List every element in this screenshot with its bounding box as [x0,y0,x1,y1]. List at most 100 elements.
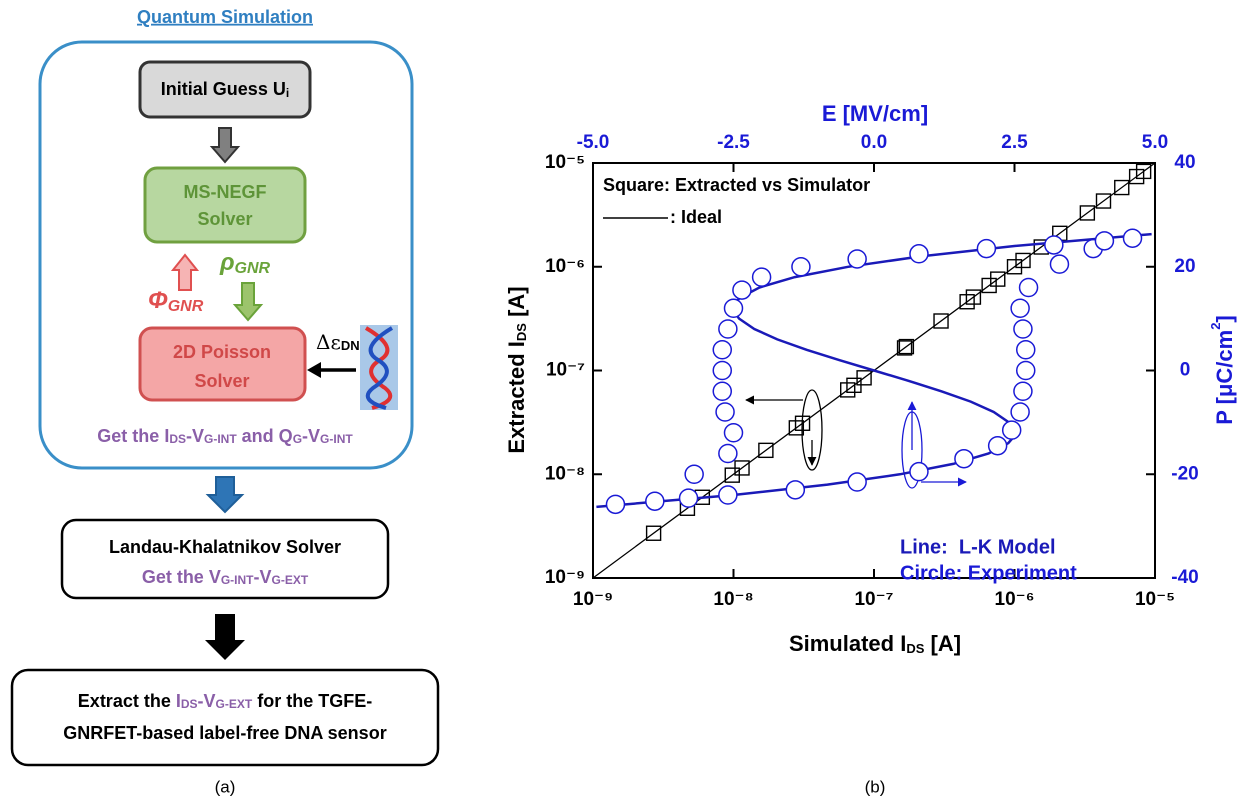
text-part: -V [302,426,320,446]
circle-marker [1094,231,1115,251]
square-marker [1114,179,1130,196]
circle-marker [1015,360,1036,381]
text-part: [A] [504,286,529,323]
arrow [170,253,200,291]
circle-marker [1015,340,1036,360]
x-tick-label: 10⁻⁷ [854,589,893,610]
circle-marker [987,435,1008,456]
x2-tick-label: 0.0 [861,132,887,153]
poisson-label: 2D Poisson [173,342,271,362]
arrow [232,282,264,322]
y2-tick-label: 40 [1174,152,1195,173]
square-marker [794,415,811,431]
circle-marker [605,494,626,515]
x2-tick-label: 2.5 [1001,132,1028,153]
text-sub: DS [169,432,186,446]
circle-marker [1044,235,1064,255]
text-sub: G-INT [320,432,353,446]
y-tick-label: 10⁻⁹ [545,567,585,588]
extract-label: GNRFET-based label-free DNA sensor [63,723,386,743]
negf-label: Solver [197,209,252,229]
circle-marker [847,249,867,269]
circle-marker [847,472,867,492]
square-marker [959,294,975,310]
rho-label: ρGNR [219,249,271,277]
text-part: [A] [924,631,961,656]
initial-guess-box [138,60,312,119]
arrow [205,476,245,514]
square-marker [734,460,750,476]
text-sub: G-EXT [272,573,309,587]
x2-axis-label: E [MV/cm] [822,101,928,126]
x2-tick-label: 5.0 [1142,132,1168,153]
y-tick-label: 10⁻⁵ [545,152,585,173]
text-sub: G-EXT [216,697,253,711]
square-marker [788,420,805,436]
circle-marker [712,381,733,401]
text-sub: DS [514,323,529,341]
text-sub: DS [906,641,924,656]
legend-label: : Ideal [670,207,722,227]
circle-marker [954,448,974,469]
extract-label: Extract the IDS-VG-EXT for the TGFE- [78,691,372,711]
legend-label: Square: Extracted vs Simulator [603,175,870,195]
circle-marker [712,340,733,360]
x2-tick-label: -5.0 [577,132,610,153]
text-part: P [μC/cm [1212,330,1237,425]
circle-marker [1010,298,1030,318]
circle-marker [712,360,733,381]
y-tick-label: 10⁻⁶ [545,256,585,277]
circle-marker [1013,319,1033,339]
text-sub: i [286,86,289,100]
circle-marker [785,480,806,500]
text-part: -V [198,691,216,711]
x-tick-label: 10⁻⁵ [1135,589,1175,610]
text-part: Get the V [142,567,221,587]
panel-label: (a) [215,777,236,796]
circle-marker [1018,277,1039,298]
circle-marker [715,402,735,422]
y-tick-label: 10⁻⁸ [545,463,585,484]
x2-tick-label: -2.5 [717,132,750,153]
square-marker [856,370,872,386]
y-tick-label: 10⁻⁷ [546,360,585,381]
circle-marker [1013,381,1033,401]
circle-marker [791,257,811,277]
square-marker [840,382,856,398]
square-marker [1015,252,1031,269]
x-tick-label: 10⁻⁹ [573,589,613,610]
square-marker [645,525,662,541]
y-axis-label: Extracted IDS [A] [504,286,530,453]
text-sub: G-INT [204,432,237,446]
arrow [209,127,241,164]
circle-marker [684,464,704,484]
negf-label: MS-NEGF [184,182,267,202]
arrow [205,614,245,660]
extract-box [10,668,440,767]
text-part: for the TGFE- [252,691,372,711]
text-part: Extract the [78,691,176,711]
x-tick-label: 10⁻⁸ [713,589,753,610]
diagram-title: Quantum Simulation [137,7,313,27]
text-sub: DS [181,697,198,711]
arrow-head [307,362,321,378]
x-tick-label: 10⁻⁶ [995,589,1035,610]
circle-marker [718,443,738,464]
flow-diagram: Quantum Simulation Initial Guess Ui MS-N… [38,7,414,470]
text-sub: G [293,432,302,446]
text-part: Extracted I [504,341,529,454]
text-part: Get the [97,426,164,446]
text-part: Φ [148,287,168,314]
circle-marker [723,298,744,318]
circle-marker [1001,420,1022,440]
square-marker [1006,259,1023,275]
initial-guess-label: Initial Guess Ui [161,79,289,100]
get-ext-label: Get the VG-INT-VG-EXT [142,567,309,587]
square-marker [965,289,982,305]
square-marker [898,338,915,355]
text-part: ρ [219,249,235,276]
dna-strand [364,326,393,410]
text-sub: GNR [168,298,204,315]
y2-axis-label: P [μC/cm2] [1208,315,1236,425]
y2-tick-label: 20 [1174,256,1195,277]
